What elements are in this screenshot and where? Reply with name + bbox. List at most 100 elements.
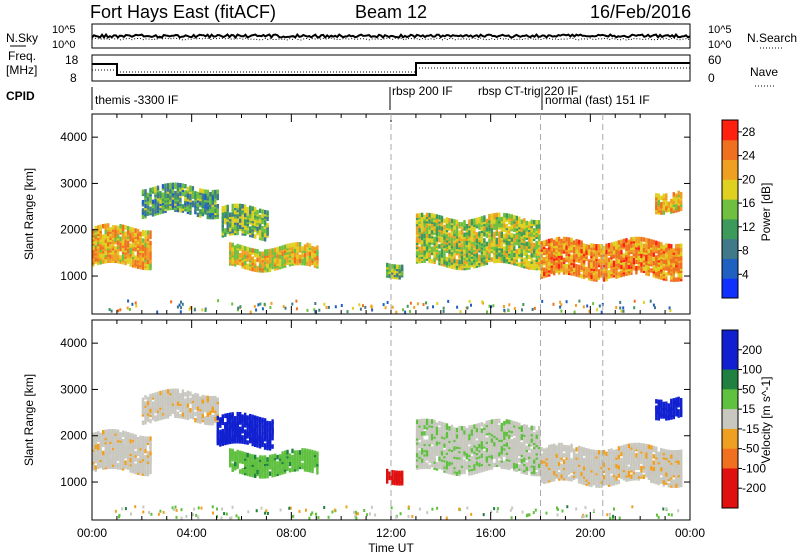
power-cell (286, 243, 289, 249)
power-speckle (119, 308, 122, 312)
power-cell (485, 222, 489, 228)
power-speckle (314, 310, 317, 314)
power-cell (480, 216, 484, 221)
power-cell (617, 263, 621, 268)
power-cell (423, 241, 426, 247)
power-cell (313, 246, 317, 252)
power-cell (587, 248, 591, 254)
power-cell (134, 255, 137, 260)
power-cell (189, 204, 192, 209)
velocity-cell (498, 424, 501, 430)
power-cell (455, 232, 459, 237)
power-cell (640, 257, 643, 263)
power-cell (196, 206, 200, 211)
power-cell (92, 245, 95, 250)
power-cell (453, 248, 456, 253)
power-cell (515, 215, 518, 221)
velocity-cell (463, 463, 466, 468)
power-cell (680, 192, 683, 197)
velocity-cell (273, 459, 277, 465)
power-cell (151, 199, 155, 205)
power-cell (605, 249, 608, 255)
power-cell (567, 264, 571, 269)
power-cell (306, 242, 309, 248)
power-cell (535, 240, 538, 246)
power-cell (156, 185, 160, 191)
velocity-cell (448, 444, 451, 450)
velocity-cell (273, 472, 277, 477)
power-cell (104, 223, 107, 228)
power-cell (610, 242, 613, 247)
power-speckle (180, 306, 183, 310)
velocity-cell (428, 464, 431, 470)
power-cell (605, 258, 608, 263)
power-cell (256, 249, 259, 254)
power-cell (234, 203, 237, 209)
power-cell (620, 249, 623, 255)
power-cell (291, 242, 294, 248)
power-cell (144, 242, 147, 248)
velocity-cell (465, 454, 469, 460)
power-cell (505, 246, 508, 252)
power-cell (515, 240, 518, 246)
power-cell (438, 215, 441, 220)
velocity-cell (468, 446, 471, 451)
power-cell (184, 196, 187, 201)
power-cell (298, 254, 302, 259)
velocity-cell (266, 457, 269, 462)
velocity-cell (154, 392, 157, 397)
power-cell (525, 220, 528, 226)
velocity-cell (144, 448, 147, 454)
power-cell (119, 242, 122, 248)
power-speckle (170, 300, 173, 304)
power-cell (263, 209, 267, 215)
power-cell (206, 189, 209, 195)
power-cell (124, 260, 127, 266)
power-cell (438, 244, 441, 249)
power-speckle (179, 310, 182, 314)
power-cell (632, 249, 636, 254)
power-cell (480, 253, 484, 259)
velocity-cell (107, 437, 110, 442)
power-cell (515, 249, 518, 254)
power-cell (463, 245, 466, 250)
velocity-cell (266, 427, 269, 432)
power-cell (425, 229, 429, 234)
power-cell (453, 225, 456, 230)
velocity-cell (214, 406, 217, 411)
velocity-cell (136, 437, 140, 442)
velocity-cell (316, 451, 319, 456)
velocity-cell (189, 414, 192, 419)
power-cell (655, 193, 658, 198)
power-cell (102, 234, 105, 239)
velocity-cell (144, 401, 147, 406)
power-cell (423, 214, 426, 220)
velocity-cell (189, 391, 192, 396)
velocity-cell (216, 428, 219, 433)
power-cell (600, 264, 603, 270)
velocity-cell (470, 456, 474, 461)
power-cell (590, 243, 593, 248)
power-cell (582, 270, 586, 275)
power-cell (261, 226, 264, 231)
power-cell (602, 250, 606, 255)
power-cell (438, 225, 441, 230)
velocity-cell (144, 409, 147, 415)
power-cell (154, 186, 157, 191)
power-cell (114, 246, 117, 251)
power-ytick-label: 1000 (60, 269, 87, 283)
power-cell (473, 218, 476, 223)
power-cell (104, 229, 107, 235)
velocity-cell (206, 402, 209, 407)
power-cell (468, 254, 471, 260)
power-speckle (508, 303, 511, 307)
velocity-cell (268, 431, 272, 437)
power-cell (149, 234, 152, 240)
power-cell (418, 238, 421, 243)
velocity-cell (136, 441, 140, 446)
power-speckle (259, 302, 262, 306)
power-cell (627, 264, 631, 270)
power-heatmap (92, 182, 683, 314)
power-cell (303, 252, 307, 258)
power-cell (620, 264, 623, 269)
